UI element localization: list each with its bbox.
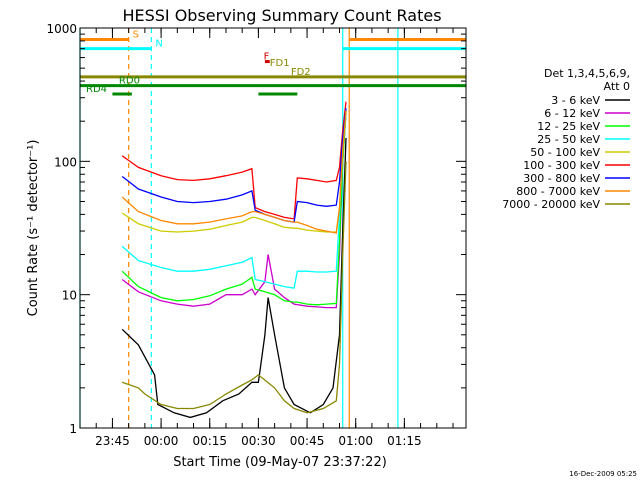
x-tick-label: 23:45 [95, 434, 130, 448]
flag-label-rd0: RD0 [119, 76, 140, 87]
legend-label: 50 - 100 keV [530, 146, 600, 159]
legend-label: 3 - 6 keV [551, 94, 600, 107]
legend-label: 25 - 50 keV [537, 133, 600, 146]
series-line-1 [121, 113, 347, 309]
legend-label: 100 - 300 keV [523, 159, 600, 172]
legend-header: Det 1,3,4,5,6,9, [544, 67, 630, 80]
series-line-3 [121, 113, 347, 289]
chart-title: HESSI Observing Summary Count Rates [122, 6, 441, 25]
series-line-0 [121, 137, 347, 419]
x-tick-label: 00:00 [144, 434, 179, 448]
y-tick-label: 10 [62, 289, 77, 303]
series-line-2 [121, 113, 347, 306]
legend-label: 12 - 25 keV [537, 120, 600, 133]
legend-label: 300 - 800 keV [523, 172, 600, 185]
flag-label-f: F [264, 52, 270, 63]
flag-label-fd2: FD2 [291, 67, 311, 78]
legend-label: 6 - 12 keV [544, 107, 600, 120]
x-tick-label: 00:45 [290, 434, 325, 448]
x-tick-label: 00:30 [241, 434, 276, 448]
x-tick-label: 00:15 [192, 434, 227, 448]
series-line-7 [121, 110, 347, 234]
x-tick-label: 01:00 [338, 434, 373, 448]
x-axis-ticks: 23:45 00:00 00:15 00:30 00:45 01:00 01:15 [79, 28, 454, 448]
y-axis-label: Count Rate (s⁻¹ detector⁻¹) [26, 140, 41, 317]
x-tick-label: 01:15 [387, 434, 422, 448]
series-line-8 [121, 161, 347, 414]
flag-label-s: S [133, 29, 139, 40]
legend-header: Att 0 [604, 80, 630, 93]
flag-label-fd1: FD1 [270, 58, 290, 69]
flag-label-n: N [155, 39, 162, 50]
y-axis-ticks: 1 10 100 1000 [46, 22, 466, 436]
flag-label-rd4: RD4 [86, 84, 107, 95]
x-axis-label: Start Time (09-May-07 23:37:22) [173, 455, 387, 470]
y-tick-label: 100 [54, 155, 77, 169]
y-tick-label: 1 [69, 422, 77, 436]
series-layer [121, 101, 347, 419]
legend-label: 7000 - 20000 keV [502, 198, 600, 211]
plot-frame [79, 27, 467, 429]
y-tick-label: 1000 [46, 22, 77, 36]
series-line-5 [121, 101, 347, 220]
legend-label: 800 - 7000 keV [516, 185, 600, 198]
footer-timestamp: 16-Dec-2009 05:25 [569, 470, 637, 478]
